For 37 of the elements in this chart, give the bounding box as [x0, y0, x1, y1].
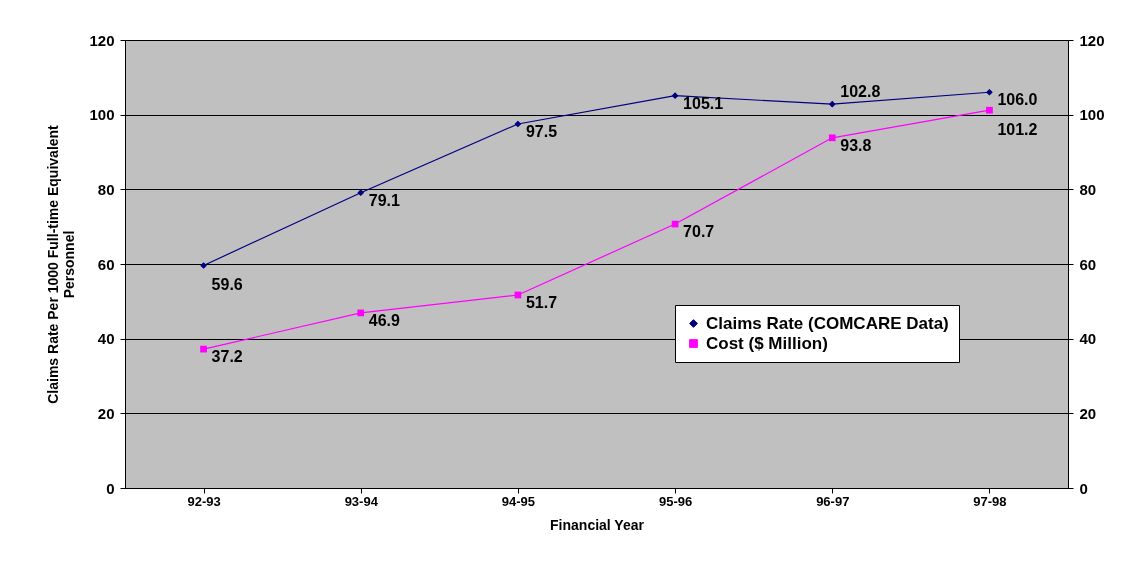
x-tick-label: 93-94 — [344, 493, 379, 509]
y2-tick-label: 40 — [1079, 330, 1097, 348]
y-tick-label: 60 — [97, 255, 115, 273]
y2-tick-label: 0 — [1079, 479, 1088, 497]
x-tick-label: 94-95 — [501, 493, 536, 509]
data-label: 102.8 — [840, 83, 881, 101]
data-label: 105.1 — [683, 94, 724, 112]
data-label: 79.1 — [368, 191, 400, 209]
y-tick-label: 20 — [97, 404, 115, 422]
y-tick-label: 0 — [106, 479, 115, 497]
legend-label: Cost ($ Million) — [706, 333, 828, 353]
y2-tick-label: 100 — [1079, 106, 1105, 124]
x-tick-label: 92-93 — [187, 493, 221, 509]
x-tick-label: 95-96 — [658, 493, 693, 509]
x-axis-title: Financial Year — [550, 516, 645, 533]
x-tick-label: 96-97 — [816, 493, 850, 509]
y-axis-title: Claims Rate Per 1000 Full-time Equivalent Personnel — [45, 124, 78, 404]
point — [200, 262, 207, 269]
data-label: 51.7 — [525, 293, 558, 311]
y-tick-label: 80 — [97, 180, 115, 198]
y-tick-label: 100 — [89, 106, 115, 124]
data-label: 97.5 — [525, 123, 558, 140]
y2-tick-label: 60 — [1079, 255, 1097, 273]
y2-tick-label: 20 — [1079, 404, 1097, 422]
data-label: 37.2 — [211, 348, 243, 366]
data-label: 59.6 — [211, 276, 243, 294]
data-label: 93.8 — [840, 136, 872, 154]
x-tick-label: 97-98 — [973, 493, 1007, 509]
legend-label: Claims Rate (COMCARE Data) — [706, 313, 949, 333]
data-label: 70.7 — [683, 223, 715, 241]
y2-tick-label: 80 — [1079, 180, 1097, 198]
y2-tick-label: 120 — [1079, 31, 1105, 49]
y-tick-label: 40 — [97, 330, 115, 348]
data-label: 101.2 — [997, 121, 1038, 139]
data-label: 106.0 — [997, 91, 1038, 109]
y-tick-label: 120 — [89, 31, 115, 49]
data-label: 46.9 — [368, 311, 400, 329]
